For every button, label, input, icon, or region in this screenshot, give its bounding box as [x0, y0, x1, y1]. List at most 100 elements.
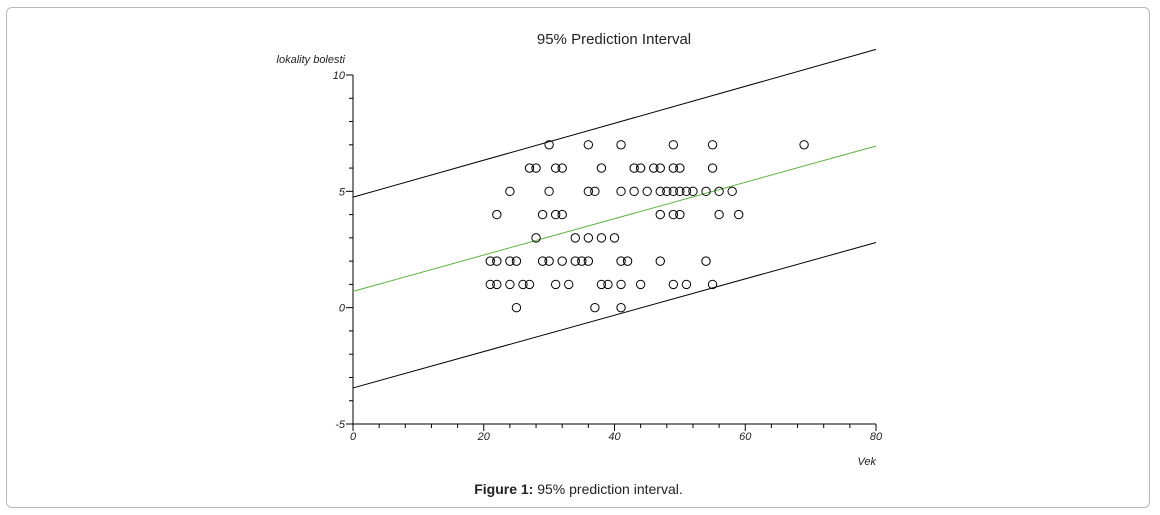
y-tick-label: 5: [339, 186, 346, 198]
data-point: [616, 186, 626, 197]
chart-title: 95% Prediction Interval: [537, 31, 691, 48]
data-points: [485, 140, 809, 313]
data-point: [537, 256, 548, 266]
data-point: [655, 256, 665, 266]
data-point: [596, 163, 607, 173]
data-point: [668, 140, 679, 150]
y-tick-label: 0: [339, 303, 346, 315]
data-point: [590, 302, 600, 313]
data-point: [635, 279, 646, 290]
data-point: [583, 256, 594, 266]
data-point: [570, 233, 580, 243]
upper-prediction-line: [352, 48, 877, 198]
data-point: [616, 279, 626, 290]
data-point: [485, 279, 495, 290]
data-point: [675, 163, 685, 173]
axes: -5 0 5 10 0 20 40 60 80: [333, 70, 883, 443]
figure-caption: Figure 1: 95% prediction interval.: [0, 481, 1157, 497]
data-point: [668, 186, 679, 197]
data-point: [492, 209, 502, 220]
caption-label: Figure 1:: [474, 481, 534, 497]
data-point: [524, 163, 535, 173]
data-point: [707, 279, 718, 290]
data-point: [662, 186, 672, 197]
regression-line: [352, 145, 877, 292]
data-point: [511, 256, 522, 266]
data-point: [505, 256, 515, 266]
data-point: [799, 140, 809, 150]
data-point: [629, 186, 639, 197]
scatter-chart: 95% Prediction Interval lokality bolesti…: [277, 31, 883, 468]
y-tick-label: 10: [333, 70, 346, 82]
data-point: [603, 279, 613, 290]
x-tick-label: 40: [608, 431, 621, 443]
data-point: [701, 256, 711, 266]
data-point: [701, 186, 711, 197]
data-point: [609, 233, 620, 243]
data-point: [655, 163, 665, 173]
data-point: [485, 256, 495, 266]
data-point: [557, 256, 567, 266]
data-point: [675, 186, 685, 197]
data-point: [668, 209, 679, 220]
x-tick-label: 80: [870, 431, 883, 443]
data-point: [583, 233, 594, 243]
data-point: [616, 256, 626, 266]
data-point: [681, 279, 692, 290]
data-point: [570, 256, 580, 266]
data-point: [583, 140, 594, 150]
data-point: [590, 186, 600, 197]
data-point: [734, 209, 744, 220]
x-tick-label: 60: [739, 431, 752, 443]
data-point: [531, 233, 541, 243]
data-point: [727, 186, 737, 197]
data-point: [524, 279, 535, 290]
data-point: [577, 256, 587, 266]
data-point: [616, 140, 626, 150]
data-point: [564, 279, 574, 290]
data-point: [511, 302, 522, 313]
data-point: [649, 163, 659, 173]
data-point: [505, 186, 515, 197]
data-point: [668, 279, 679, 290]
data-point: [668, 163, 679, 173]
data-point: [635, 163, 646, 173]
data-point: [616, 302, 626, 313]
data-point: [596, 233, 607, 243]
data-point: [537, 209, 548, 220]
data-point: [505, 279, 515, 290]
data-point: [622, 256, 633, 266]
data-point: [492, 256, 502, 266]
lower-prediction-line: [352, 242, 877, 389]
data-point: [655, 209, 665, 220]
y-tick-label: -5: [335, 419, 346, 431]
data-point: [557, 163, 567, 173]
data-point: [544, 140, 554, 150]
data-point: [714, 186, 724, 197]
data-point: [531, 163, 541, 173]
data-point: [550, 279, 561, 290]
data-point: [707, 140, 718, 150]
data-point: [629, 163, 639, 173]
x-axis-label: Vek: [857, 456, 876, 468]
data-point: [492, 279, 502, 290]
x-tick-label: 20: [477, 431, 491, 443]
data-point: [518, 279, 528, 290]
data-point: [655, 186, 665, 197]
data-point: [675, 209, 685, 220]
data-point: [583, 186, 594, 197]
data-point: [544, 256, 554, 266]
data-point: [596, 279, 607, 290]
data-point: [544, 186, 554, 197]
data-point: [550, 163, 561, 173]
data-point: [642, 186, 652, 197]
y-axis-label: lokality bolesti: [277, 54, 346, 66]
data-point: [688, 186, 698, 197]
x-tick-label: 0: [350, 431, 357, 443]
interval-lines: [352, 48, 877, 389]
data-point: [707, 163, 718, 173]
data-point: [550, 209, 561, 220]
data-point: [557, 209, 567, 220]
caption-text: 95% prediction interval.: [533, 481, 683, 497]
data-point: [714, 209, 724, 220]
